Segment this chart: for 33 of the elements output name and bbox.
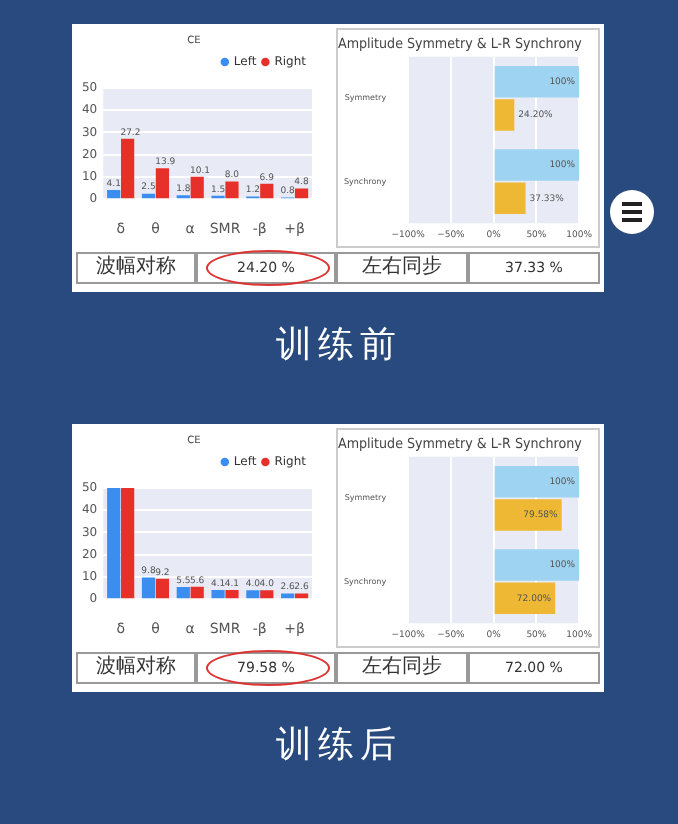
bar: [141, 577, 156, 599]
bar: [155, 168, 170, 199]
text: 波幅对称: [96, 656, 176, 678]
bar: [107, 488, 121, 599]
bar: [190, 176, 204, 199]
text: 波幅对称: [96, 256, 176, 278]
bar: [121, 138, 135, 199]
bar: [494, 549, 580, 581]
bar: [494, 582, 556, 615]
bar: [246, 590, 260, 599]
bar: [260, 183, 274, 199]
bar: [225, 181, 239, 199]
bar: [190, 586, 204, 599]
bar: [281, 593, 295, 599]
bar: [494, 465, 580, 498]
bar: [211, 590, 225, 599]
bar: [494, 182, 526, 215]
bar: [494, 149, 580, 181]
bar: [494, 99, 515, 131]
bar: [494, 65, 580, 98]
bar: [107, 190, 121, 199]
bar: [155, 578, 170, 599]
bar: [294, 593, 309, 599]
bar: [260, 590, 274, 599]
bar: [294, 188, 309, 199]
bar: [494, 499, 562, 531]
bar: [121, 488, 135, 599]
text: 训练后: [274, 722, 404, 768]
text: 训练前: [274, 322, 404, 368]
bar: [176, 586, 190, 599]
text: 左右同步: [362, 256, 442, 278]
bar: [225, 590, 239, 599]
text: 左右同步: [362, 656, 442, 678]
